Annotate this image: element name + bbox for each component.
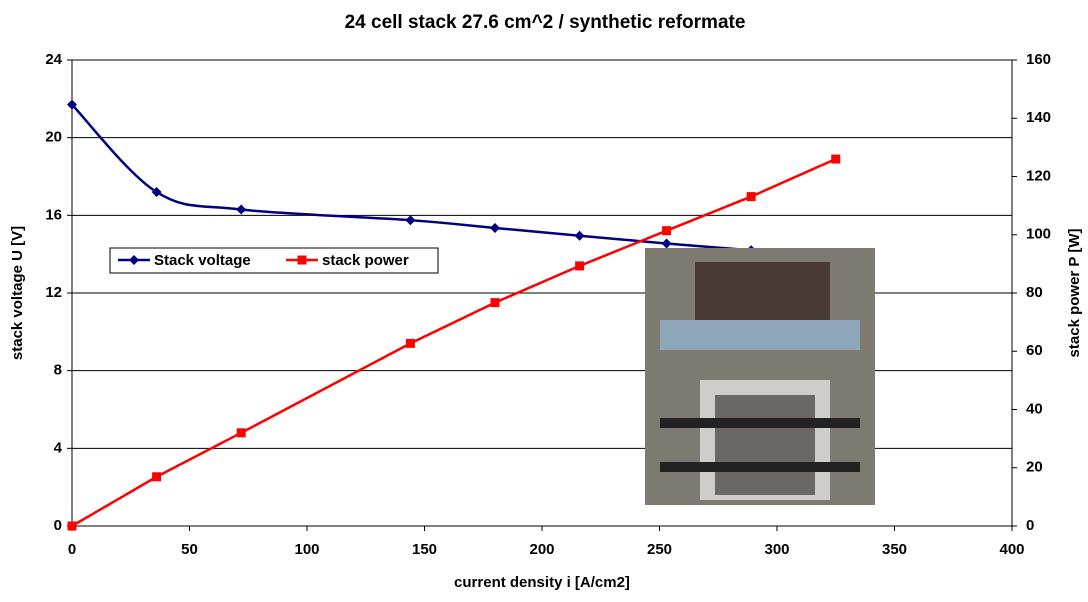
y-tick-label: 0 bbox=[54, 517, 62, 534]
marker bbox=[236, 428, 246, 438]
marker bbox=[490, 298, 500, 308]
y2-tick-label: 120 bbox=[1026, 167, 1051, 184]
grid: 0 4 8 12 16 20 24 0 20 40 60 80 100 120 140 160 0 50 100 15… bbox=[45, 51, 1051, 558]
y2-tick-label: 80 bbox=[1026, 284, 1043, 301]
y2-tick-label: 20 bbox=[1026, 459, 1043, 476]
marker bbox=[746, 192, 756, 202]
marker bbox=[405, 338, 415, 348]
y-axis-label: stack voltage U [V] bbox=[9, 226, 26, 360]
marker bbox=[575, 261, 585, 271]
legend-label: stack power bbox=[322, 252, 409, 269]
series-line bbox=[71, 103, 752, 252]
plot bbox=[67, 99, 841, 531]
chart-title: 24 cell stack 27.6 cm^2 / synthetic refo… bbox=[345, 12, 746, 33]
y-tick-label: 24 bbox=[45, 51, 62, 68]
photo bbox=[645, 248, 875, 505]
y-tick-label: 4 bbox=[54, 439, 63, 456]
photo-mesh bbox=[715, 395, 815, 495]
marker bbox=[831, 154, 841, 164]
y-tick-label: 16 bbox=[45, 206, 62, 223]
x-tick-label: 250 bbox=[647, 541, 672, 558]
y2-tick-label: 100 bbox=[1026, 226, 1051, 243]
marker bbox=[490, 222, 500, 233]
x-tick-label: 100 bbox=[294, 541, 319, 558]
marker bbox=[661, 238, 672, 249]
marker bbox=[297, 255, 307, 265]
x-tick-label: 200 bbox=[529, 541, 554, 558]
photo-cables bbox=[660, 320, 860, 350]
y2-tick-label: 60 bbox=[1026, 342, 1043, 359]
marker bbox=[236, 204, 247, 215]
x-tick-label: 400 bbox=[999, 541, 1024, 558]
y-tick-label: 20 bbox=[45, 129, 62, 146]
x-tick-label: 0 bbox=[68, 541, 76, 558]
legend-label: Stack voltage bbox=[154, 252, 251, 269]
marker bbox=[405, 215, 416, 226]
marker bbox=[574, 230, 585, 241]
photo-rod bbox=[660, 462, 860, 472]
y2-tick-label: 0 bbox=[1026, 517, 1034, 534]
x-tick-label: 50 bbox=[181, 541, 198, 558]
y2-tick-label: 140 bbox=[1026, 109, 1051, 126]
marker bbox=[129, 255, 139, 265]
x-axis-label: current density i [A/cm2] bbox=[454, 574, 630, 591]
y-tick-label: 8 bbox=[54, 362, 62, 379]
x-tick-label: 300 bbox=[764, 541, 789, 558]
marker bbox=[152, 472, 162, 482]
y2-tick-label: 160 bbox=[1026, 51, 1051, 68]
photo-rod bbox=[660, 418, 860, 428]
x-tick-label: 350 bbox=[882, 541, 907, 558]
marker bbox=[67, 99, 77, 110]
x-tick-label: 150 bbox=[412, 541, 437, 558]
y-tick-label: 12 bbox=[45, 284, 62, 301]
y2-tick-label: 40 bbox=[1026, 400, 1043, 417]
marker bbox=[151, 187, 162, 198]
legend-box bbox=[109, 247, 439, 274]
y2-axis-label: stack power P [W] bbox=[1066, 229, 1083, 358]
marker bbox=[67, 521, 77, 531]
marker bbox=[662, 226, 672, 236]
legend: Stack voltage stack power bbox=[109, 247, 439, 274]
